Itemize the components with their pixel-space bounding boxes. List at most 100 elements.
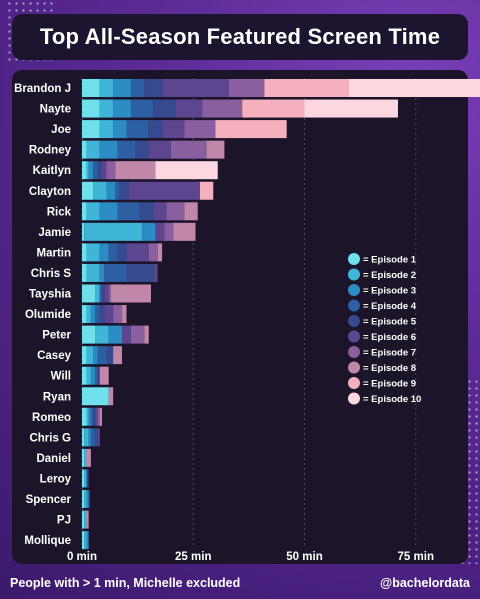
bar-segment [99, 366, 109, 385]
category-label: Peter [42, 330, 71, 342]
bar-segment [82, 79, 100, 97]
bar-segment [126, 263, 154, 282]
bar-segment [99, 120, 114, 139]
chart-title: Top All-Season Featured Screen Time [39, 24, 441, 49]
bar-segment [142, 222, 156, 241]
category-label: Clayton [29, 186, 71, 198]
bar-segment [153, 263, 158, 282]
bar-segment [82, 305, 87, 324]
category-label: PJ [57, 515, 71, 527]
bar-segment [148, 140, 171, 159]
bar-segment [82, 325, 96, 344]
bar-segment [97, 161, 103, 180]
bar-segment [242, 99, 305, 118]
bar-segment [97, 428, 100, 447]
bar-segment [82, 366, 87, 385]
bar-segment [99, 140, 118, 159]
category-label: Romeo [32, 412, 71, 424]
category-label: Spencer [26, 494, 72, 506]
x-tick-label: 75 min [398, 551, 434, 563]
bar-segment [108, 387, 114, 406]
bar-segment [95, 325, 109, 344]
category-label: Rodney [29, 145, 72, 157]
bar-segment [88, 490, 90, 508]
bar-segment [99, 99, 114, 118]
legend-swatch [348, 315, 360, 327]
bar-segment [139, 202, 154, 221]
bar-segment [82, 263, 87, 282]
bar-segment [144, 79, 163, 97]
bar-segment [82, 120, 100, 139]
bar-segment [108, 284, 111, 303]
bar-segment [84, 448, 87, 467]
bar-segment [115, 161, 156, 180]
bar-segment [157, 243, 163, 262]
bar-segment [126, 243, 149, 262]
legend-swatch [348, 346, 360, 358]
bar-segment [86, 407, 89, 426]
bar-segment [82, 161, 87, 180]
bar-segment [95, 284, 100, 303]
legend-label: = Episode 9 [363, 379, 416, 390]
category-label: Jamie [38, 227, 71, 239]
category-label: Joe [51, 124, 71, 136]
bar-segment [144, 325, 149, 344]
category-label: Tayshia [29, 289, 72, 301]
legend-label: = Episode 8 [363, 363, 416, 374]
bar-segment [82, 510, 85, 529]
bar-segment [99, 202, 118, 221]
bar-segment [88, 161, 94, 180]
category-label: Brandon J [14, 83, 71, 95]
bar-segment [82, 448, 85, 467]
bar-segment [87, 469, 89, 488]
bar-segment [102, 284, 105, 303]
bar-segment [173, 222, 196, 241]
category-label: Chris S [31, 268, 72, 280]
bar-segment [164, 222, 174, 241]
bar-segment [130, 325, 145, 344]
legend-label: = Episode 5 [363, 317, 417, 328]
bar-segment [130, 99, 154, 118]
bar-segment [86, 346, 94, 365]
legend-label: = Episode 6 [363, 332, 416, 343]
bar-segment [106, 181, 116, 200]
bar-segment [82, 469, 85, 488]
x-tick-label: 25 min [175, 551, 211, 563]
bar-segment [119, 181, 129, 200]
bar-segment [162, 120, 185, 139]
bar-segment [97, 366, 99, 385]
legend-swatch [348, 299, 360, 312]
bar-segment [99, 407, 103, 426]
bar-segment [99, 284, 103, 303]
bar-segment [264, 79, 349, 97]
bar-segment [126, 120, 149, 139]
bar-segment [82, 490, 85, 508]
bar-segment [82, 387, 109, 406]
bar-segment [106, 346, 114, 365]
bar-segment [175, 99, 203, 118]
bar-segment [93, 161, 98, 180]
bar-segment [135, 140, 149, 159]
bar-segment [93, 181, 107, 200]
footer-note: People with > 1 min, Michelle excluded [10, 576, 241, 590]
bar-segment [84, 469, 87, 488]
bar-segment [113, 305, 123, 324]
bar-segment [90, 428, 96, 447]
legend-swatch [348, 330, 360, 343]
bar-segment [95, 366, 98, 385]
category-label: Will [51, 371, 71, 383]
bar-segment [82, 346, 87, 365]
bar-segment [304, 99, 398, 118]
legend-label: = Episode 1 [363, 255, 417, 266]
bar-segment [93, 346, 98, 365]
bar-segment [95, 428, 98, 447]
bar-segment [86, 161, 89, 180]
title-banner: Top All-Season Featured Screen Time [12, 14, 468, 60]
bar-segment [202, 99, 243, 118]
bar-segment [82, 140, 87, 159]
bar-segment [106, 161, 116, 180]
bar-segment [86, 243, 100, 262]
legend-label: = Episode 7 [363, 348, 416, 359]
category-label: Casey [37, 350, 71, 362]
